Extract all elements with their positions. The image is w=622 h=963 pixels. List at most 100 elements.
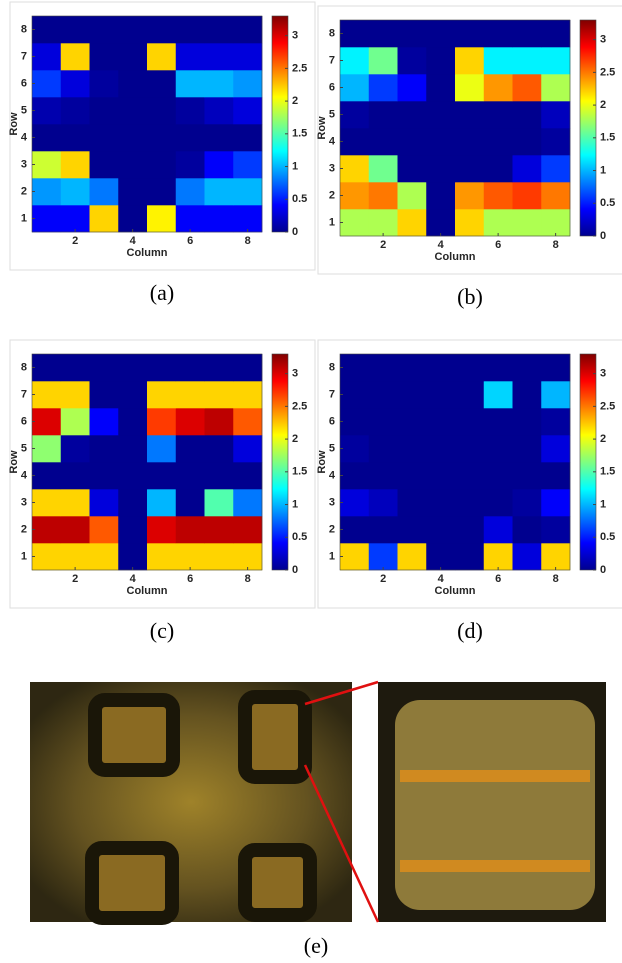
heatmap-cell — [204, 97, 234, 125]
heatmap-cell — [147, 16, 177, 44]
x-tick-label: 2 — [72, 573, 78, 585]
y-axis-label: Row — [8, 112, 20, 136]
heatmap-cell — [89, 151, 119, 179]
heatmap-cell — [512, 74, 542, 102]
heatmap-cell — [397, 489, 427, 517]
colorbar-tick-label: 1 — [292, 160, 298, 172]
heatmap-cell — [483, 20, 513, 48]
heatmap-cell — [426, 101, 456, 129]
heatmap-cell — [175, 543, 205, 571]
heatmap-cell — [397, 381, 427, 409]
heatmap-cell — [175, 381, 205, 409]
heatmap-cell — [512, 435, 542, 463]
heatmap-cell — [541, 435, 571, 463]
heatmap-cell — [147, 462, 177, 490]
heatmap-cell — [32, 489, 62, 517]
colorbar-tick-label: 2.5 — [600, 66, 615, 78]
heatmap-cell — [368, 354, 398, 382]
heatmap-cell — [512, 489, 542, 517]
x-axis-label: Column — [435, 585, 476, 597]
colorbar-tick-label: 2.5 — [600, 400, 615, 412]
y-tick-label: 7 — [21, 388, 27, 400]
heatmap-cell — [204, 435, 234, 463]
heatmap-cell — [340, 74, 370, 102]
heatmap-cell — [368, 209, 398, 237]
heatmap-cell — [89, 489, 119, 517]
y-tick-label: 7 — [329, 388, 335, 400]
heatmap-cell — [233, 381, 263, 409]
heatmap-cell — [340, 47, 370, 75]
heatmap-cell — [204, 151, 234, 179]
heatmap-cell — [541, 182, 571, 210]
heatmap-cell — [426, 462, 456, 490]
heatmap-cell — [204, 462, 234, 490]
heatmap-cell — [89, 16, 119, 44]
heatmap-cell — [455, 462, 485, 490]
y-tick-label: 5 — [21, 442, 27, 454]
heatmap-cell — [233, 97, 263, 125]
colorbar-tick-label: 2 — [600, 99, 606, 111]
heatmap-cell — [89, 70, 119, 98]
heatmap-cell — [233, 462, 263, 490]
heatmap-cell — [60, 16, 90, 44]
colorbar-tick-label: 1.5 — [600, 466, 615, 478]
heatmap-cell — [483, 516, 513, 544]
y-tick-label: 6 — [21, 415, 27, 427]
heatmap-cell — [541, 20, 571, 48]
heatmap-cell — [89, 43, 119, 71]
heatmap-cell — [455, 74, 485, 102]
heatmap-cell — [512, 20, 542, 48]
colorbar-tick-label: 2 — [600, 433, 606, 445]
colorbar-tick-label: 2.5 — [292, 62, 307, 74]
heatmap-cell — [147, 435, 177, 463]
heatmap-cell — [175, 97, 205, 125]
heatmap-cell — [147, 381, 177, 409]
heatmap-cell — [397, 182, 427, 210]
heatmap-cell — [147, 178, 177, 206]
heatmap-cell — [233, 124, 263, 152]
heatmap-cell — [175, 516, 205, 544]
heatmap-cell — [541, 543, 571, 571]
heatmap-cell — [426, 516, 456, 544]
heatmap-cell — [204, 124, 234, 152]
heatmap-cell — [368, 128, 398, 156]
heatmap-cell — [204, 516, 234, 544]
heatmap-cell — [340, 155, 370, 183]
heatmap-cell — [340, 543, 370, 571]
colorbar-tick-label: 1.5 — [292, 128, 307, 140]
heatmap-cell — [175, 354, 205, 382]
heatmap-cell — [118, 97, 148, 125]
colorbar-tick-label: 3 — [600, 34, 606, 46]
heatmap-cell — [175, 124, 205, 152]
heatmap-cell — [175, 70, 205, 98]
heatmap-cell — [340, 101, 370, 129]
x-tick-label: 6 — [495, 239, 501, 251]
x-tick-label: 8 — [245, 235, 251, 247]
heatmap-cell — [204, 408, 234, 436]
heatmap-cell — [147, 516, 177, 544]
heatmap-cell — [118, 124, 148, 152]
heatmap-cell — [368, 408, 398, 436]
heatmap-cell — [147, 354, 177, 382]
heatmap-cell — [483, 101, 513, 129]
heatmap-cell — [60, 489, 90, 517]
heatmap-cell — [426, 128, 456, 156]
heatmap-cell — [455, 435, 485, 463]
colorbar — [579, 19, 597, 237]
heatmap-cell — [89, 543, 119, 571]
heatmap-cell — [541, 408, 571, 436]
y-tick-label: 2 — [21, 523, 27, 535]
y-tick-label: 3 — [21, 158, 27, 170]
colorbar — [579, 353, 597, 571]
heatmap-cell — [397, 462, 427, 490]
heatmap-cell — [397, 20, 427, 48]
heatmap-cell — [397, 543, 427, 571]
heatmap-cell — [340, 128, 370, 156]
colorbar — [271, 15, 289, 233]
colorbar-tick-label: 1.5 — [292, 466, 307, 478]
x-tick-label: 6 — [187, 573, 193, 585]
heatmap-cell — [541, 462, 571, 490]
heatmap-cell — [204, 543, 234, 571]
heatmap-cell — [89, 462, 119, 490]
heatmap-cell — [455, 182, 485, 210]
